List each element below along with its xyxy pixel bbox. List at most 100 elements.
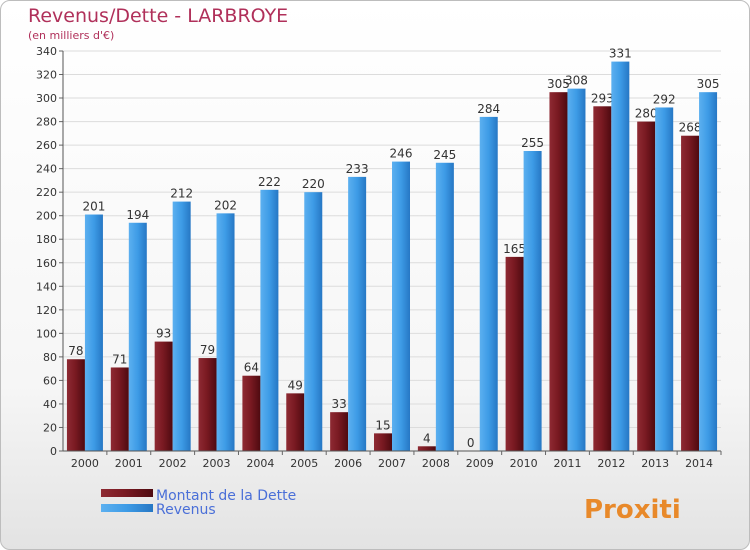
- data-label: 212: [170, 187, 193, 201]
- x-tick-label: 2010: [510, 457, 538, 470]
- data-label: 280: [635, 107, 658, 121]
- bars: 78 201 71 194 93 212 79 202 64 222 49 220 33 233 15 246…: [66, 47, 720, 452]
- data-label: 4: [423, 431, 431, 445]
- data-label: 201: [82, 200, 105, 214]
- logo: Proxiti: [584, 495, 681, 525]
- data-label: 246: [390, 147, 413, 161]
- y-tick-label: 220: [36, 186, 57, 199]
- y-tick-label: 120: [36, 304, 57, 317]
- data-label: 292: [653, 92, 676, 106]
- data-label: 268: [679, 121, 702, 135]
- bar-revenus: [567, 88, 586, 451]
- legend-swatch-revenus: [101, 504, 153, 512]
- y-tick-label: 300: [36, 92, 57, 105]
- y-tick-label: 260: [36, 139, 57, 152]
- data-label: 305: [547, 77, 570, 91]
- data-label: 15: [375, 418, 390, 432]
- bar-dette: [154, 341, 173, 451]
- data-label: 202: [214, 198, 237, 212]
- x-tick-label: 2011: [553, 457, 581, 470]
- data-label: 49: [288, 378, 303, 392]
- x-tick-label: 2009: [466, 457, 494, 470]
- data-label: 233: [346, 162, 369, 176]
- bar-revenus: [479, 116, 498, 451]
- bar-dette: [242, 375, 261, 451]
- data-label: 284: [477, 102, 500, 116]
- x-tick-label: 2013: [641, 457, 669, 470]
- bar-revenus: [84, 214, 103, 451]
- data-label: 305: [697, 77, 720, 91]
- data-label: 0: [467, 436, 475, 450]
- bar-revenus: [611, 61, 630, 452]
- y-tick-label: 200: [36, 210, 57, 223]
- bar-dette: [505, 256, 524, 451]
- data-label: 245: [433, 148, 456, 162]
- y-tick-label: 320: [36, 69, 57, 82]
- data-label: 79: [200, 343, 215, 357]
- data-label: 293: [591, 91, 614, 105]
- bar-revenus: [699, 92, 718, 452]
- data-label: 78: [68, 344, 83, 358]
- data-label: 331: [609, 47, 632, 61]
- data-label: 222: [258, 175, 281, 189]
- legend-swatch-dette: [101, 489, 153, 497]
- x-tick-label: 2001: [115, 457, 143, 470]
- data-label: 308: [565, 74, 588, 88]
- bar-dette: [593, 106, 612, 451]
- bar-dette: [374, 433, 392, 451]
- x-tick-label: 2008: [422, 457, 450, 470]
- y-tick-label: 40: [43, 398, 57, 411]
- bar-revenus: [304, 192, 323, 452]
- bar-revenus: [348, 176, 367, 451]
- x-tick-label: 2012: [597, 457, 625, 470]
- bar-dette: [110, 367, 129, 451]
- x-tick-label: 2004: [246, 457, 274, 470]
- bar-revenus: [523, 151, 542, 451]
- bar-dette: [637, 121, 656, 452]
- x-tick-label: 2002: [159, 457, 187, 470]
- data-label: 33: [331, 397, 346, 411]
- x-tick-label: 2014: [685, 457, 713, 470]
- legend: Montant de la Dette Revenus: [101, 488, 296, 518]
- y-tick-label: 160: [36, 257, 57, 270]
- axes: 0204060801001201401601802002202402602803…: [36, 45, 722, 470]
- chart-title: Revenus/Dette - LARBROYE: [28, 5, 289, 27]
- bar-revenus: [655, 107, 674, 452]
- y-tick-label: 340: [36, 45, 57, 58]
- y-tick-label: 280: [36, 116, 57, 129]
- bar-revenus: [392, 161, 410, 451]
- y-tick-label: 240: [36, 163, 57, 176]
- legend-label-revenus: Revenus: [156, 502, 216, 518]
- bar-dette: [198, 358, 217, 451]
- x-tick-label: 2007: [378, 457, 406, 470]
- chart-subtitle: (en milliers d'€): [28, 29, 115, 42]
- data-label: 220: [302, 177, 325, 191]
- x-tick-label: 2003: [203, 457, 231, 470]
- bar-dette: [330, 412, 349, 451]
- x-tick-label: 2000: [71, 457, 99, 470]
- bar-revenus: [172, 201, 191, 451]
- data-label: 255: [521, 136, 544, 150]
- bar-dette: [66, 359, 85, 451]
- bar-revenus: [216, 213, 235, 451]
- y-tick-label: 60: [43, 374, 57, 387]
- y-tick-label: 140: [36, 280, 57, 293]
- bar-dette: [417, 446, 436, 451]
- legend-label-dette: Montant de la Dette: [156, 488, 296, 504]
- data-label: 71: [112, 352, 127, 366]
- data-label: 93: [156, 327, 171, 341]
- data-label: 194: [126, 208, 149, 222]
- data-label: 64: [244, 361, 259, 375]
- bar-revenus: [435, 162, 454, 451]
- y-tick-label: 0: [50, 445, 57, 458]
- x-tick-label: 2006: [334, 457, 362, 470]
- y-tick-label: 180: [36, 233, 57, 246]
- y-tick-label: 80: [43, 351, 57, 364]
- logo-text: Proxiti: [584, 495, 681, 525]
- bar-dette: [681, 135, 700, 452]
- bar-revenus: [128, 222, 147, 451]
- x-tick-label: 2005: [290, 457, 318, 470]
- bar-dette: [286, 393, 305, 451]
